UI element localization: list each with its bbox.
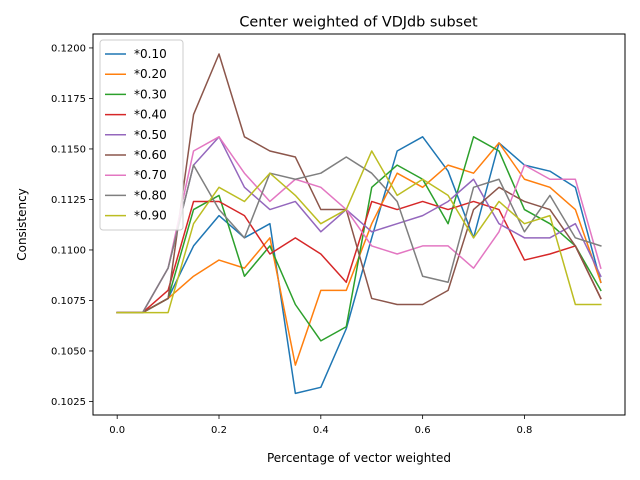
x-axis-label: Percentage of vector weighted — [267, 451, 451, 465]
series-line-9 — [116, 150, 602, 314]
legend-label: *0.20 — [134, 67, 167, 81]
legend-label: *0.10 — [134, 47, 167, 61]
y-ticks: 0.1025 0.1050 0.1075 0.1100 0.1125 0.1150 0.11… — [51, 43, 93, 408]
x-ticks: 0.0 0.2 0.4 0.6 0.8 — [109, 415, 532, 436]
legend-label: *0.80 — [134, 188, 167, 202]
y-tick-label: 0.1050 — [51, 346, 86, 357]
y-tick-label: 0.1100 — [51, 245, 86, 256]
chart-title: Center weighted of VDJdb subset — [239, 15, 478, 31]
y-tick-label: 0.1125 — [51, 195, 86, 206]
axes-layer — [92, 33, 626, 416]
legend-label: *0.60 — [134, 148, 167, 162]
legend-label: *0.30 — [134, 87, 167, 101]
series-layer — [116, 53, 602, 395]
legend-label: *0.40 — [134, 108, 167, 122]
legend: *0.10 *0.20 *0.30 *0.40 *0.50 *0.60 *0.70 *0.80… — [99, 39, 184, 231]
legend-box — [99, 39, 184, 231]
y-tick-label: 0.1150 — [51, 144, 86, 155]
legend-label: *0.70 — [134, 168, 167, 182]
series-line-7 — [116, 136, 602, 314]
x-tick-label: 0.0 — [109, 425, 125, 436]
y-axis-label: Consistency — [15, 188, 29, 261]
x-tick-label: 0.6 — [415, 425, 431, 436]
y-tick-label: 0.1175 — [51, 94, 86, 105]
x-tick-label: 0.8 — [517, 425, 533, 436]
y-tick-label: 0.1025 — [51, 397, 86, 408]
series-line-8 — [116, 156, 602, 314]
legend-label: *0.90 — [134, 209, 167, 223]
x-tick-label: 0.2 — [211, 425, 227, 436]
series-line-1 — [116, 136, 602, 395]
series-line-4 — [116, 200, 602, 314]
series-line-6 — [116, 53, 602, 314]
x-tick-label: 0.4 — [313, 425, 329, 436]
series-line-5 — [116, 136, 602, 314]
plot-frame — [92, 33, 626, 416]
legend-label: *0.50 — [134, 128, 167, 142]
y-tick-label: 0.1075 — [51, 296, 86, 307]
y-tick-label: 0.1200 — [51, 43, 86, 54]
